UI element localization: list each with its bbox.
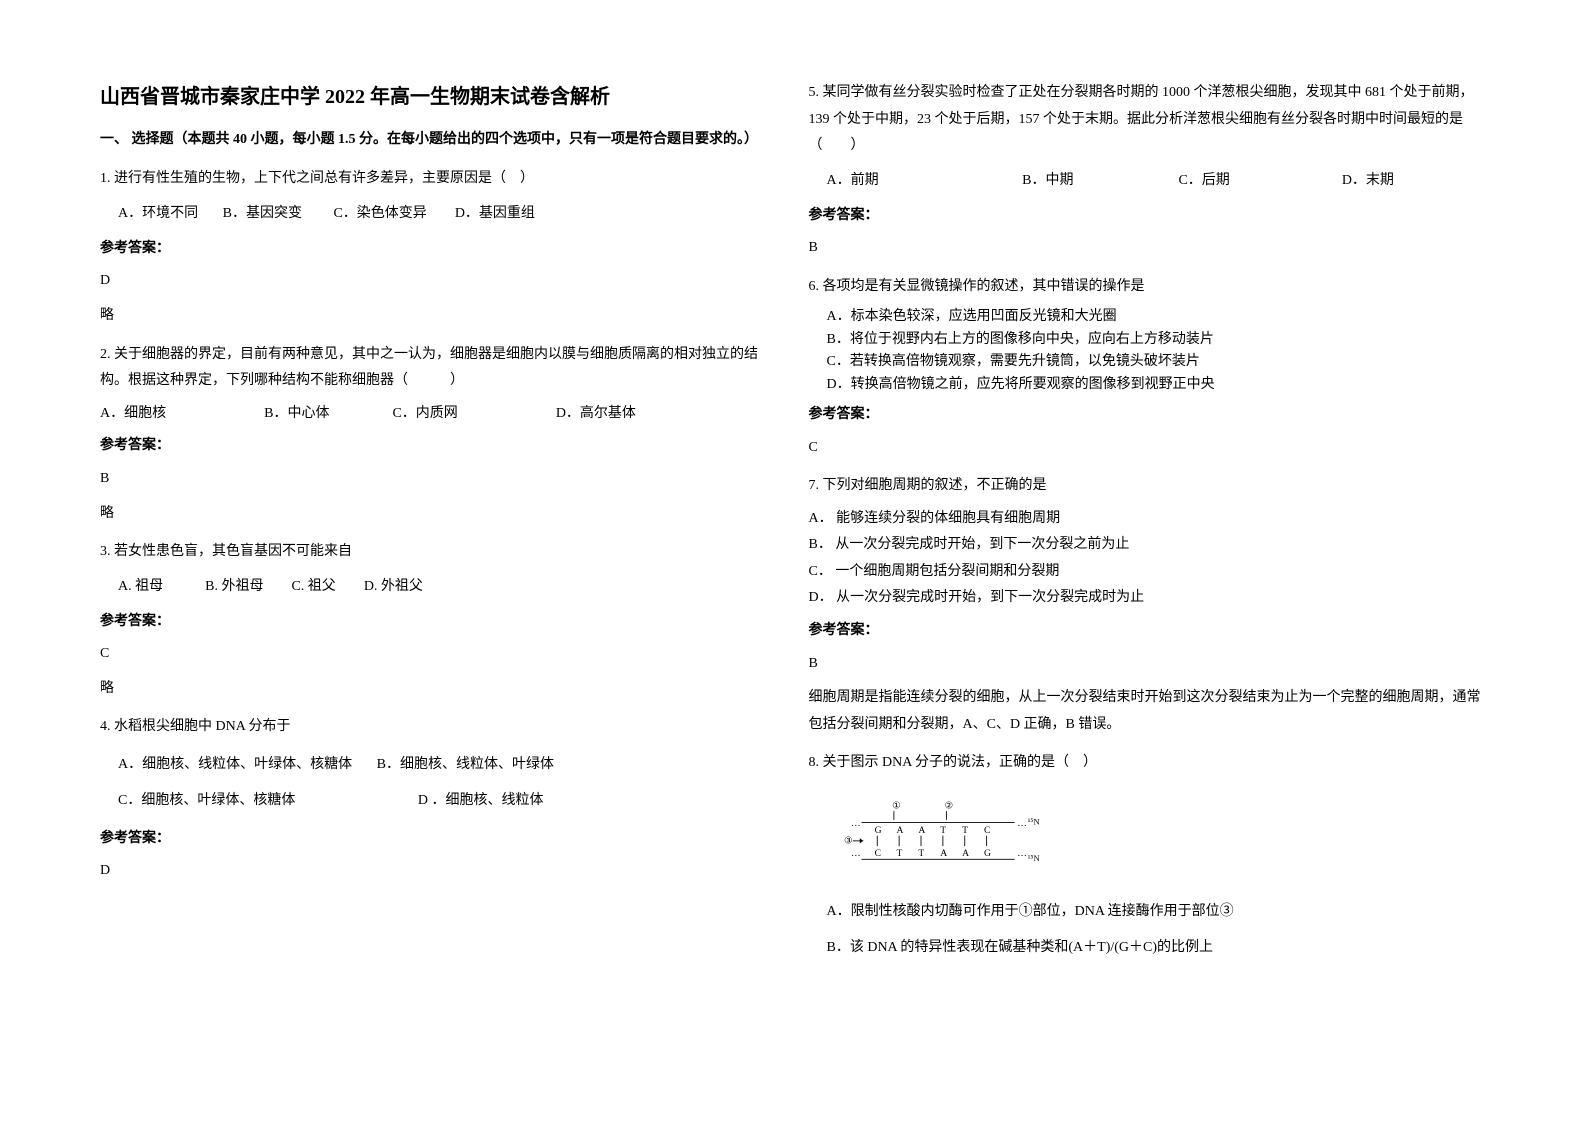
q4-options: A．细胞核、线粒体、叶绿体、核糖体 B．细胞核、线粒体、叶绿体 C．细胞核、叶绿… bbox=[118, 747, 779, 820]
question-5: 5. 某同学做有丝分裂实验时检查了正处在分裂期各时期的 1000 个洋葱根尖细胞… bbox=[809, 80, 1488, 262]
dna-top-base: G bbox=[874, 825, 881, 836]
dna-bot-base: G bbox=[984, 848, 991, 859]
q2-options: A．细胞核 B．中心体 C．内质网 D．高尔基体 bbox=[100, 401, 779, 428]
q1-opt-c: C．染色体变异 bbox=[333, 206, 426, 221]
q3-opt-a: A. 祖母 bbox=[118, 579, 163, 594]
q4-opt-d: D ．细胞核、线粒体 bbox=[418, 793, 544, 808]
q3-answer-label: 参考答案： bbox=[100, 609, 779, 636]
q3-text: 3. 若女性患色盲，其色盲基因不可能来自 bbox=[100, 539, 779, 566]
dna-diagram: ① ② … … ¹⁵N G A A T T C bbox=[829, 798, 1069, 868]
q5-opt-c: C．后期 bbox=[1178, 173, 1229, 188]
q2-opt-a: A．细胞核 bbox=[100, 406, 166, 421]
q6-answer-label: 参考答案： bbox=[809, 402, 1488, 429]
q8-opt-b: B．该 DNA 的特异性表现在碱基种类和(A＋T)/(G＋C)的比例上 bbox=[827, 930, 1488, 966]
question-8: 8. 关于图示 DNA 分子的说法，正确的是（ ） ① ② … … ¹⁵N G … bbox=[809, 750, 1488, 966]
q6-answer: C bbox=[809, 435, 1488, 462]
q1-options: A．环境不同 B．基因突变 C．染色体变异 D．基因重组 bbox=[118, 199, 779, 230]
dna-ellipsis-tr: … bbox=[1017, 818, 1027, 829]
dna-n15-top: ¹⁵N bbox=[1027, 816, 1040, 826]
q3-note: 略 bbox=[100, 676, 779, 703]
dna-label-3: ③ bbox=[844, 836, 853, 847]
q3-opt-c: C. 祖父 bbox=[291, 579, 335, 594]
q3-opt-b: B. 外祖母 bbox=[205, 579, 263, 594]
q3-answer: C bbox=[100, 641, 779, 668]
q5-opt-d: D．末期 bbox=[1342, 173, 1394, 188]
q1-opt-d: D．基因重组 bbox=[455, 206, 535, 221]
q7-answer-label: 参考答案： bbox=[809, 618, 1488, 645]
q2-answer: B bbox=[100, 466, 779, 493]
question-6: 6. 各项均是有关显微镜操作的叙述，其中错误的操作是 A．标本染色较深，应选用凹… bbox=[809, 274, 1488, 461]
q4-opt-c: C．细胞核、叶绿体、核糖体 bbox=[118, 793, 295, 808]
dna-top-base: T bbox=[962, 825, 968, 836]
q1-note: 略 bbox=[100, 303, 779, 330]
q7-text: 7. 下列对细胞周期的叙述，不正确的是 bbox=[809, 473, 1488, 500]
question-3: 3. 若女性患色盲，其色盲基因不可能来自 A. 祖母 B. 外祖母 C. 祖父 … bbox=[100, 539, 779, 702]
q6-options: A．标本染色较深，应选用凹面反光镜和大光圈 B．将位于视野内右上方的图像移向中央… bbox=[827, 306, 1488, 396]
dna-ellipsis-bl: … bbox=[851, 848, 861, 859]
q8-text: 8. 关于图示 DNA 分子的说法，正确的是（ ） bbox=[809, 750, 1488, 777]
q4-opt-a: A．细胞核、线粒体、叶绿体、核糖体 bbox=[118, 757, 352, 772]
right-column: 5. 某同学做有丝分裂实验时检查了正处在分裂期各时期的 1000 个洋葱根尖细胞… bbox=[809, 80, 1488, 978]
q5-opt-b: B．中期 bbox=[1022, 173, 1073, 188]
document-title: 山西省晋城市秦家庄中学 2022 年高一生物期末试卷含解析 bbox=[100, 80, 779, 109]
q7-opt-a: A． 能够连续分裂的体细胞具有细胞周期 bbox=[809, 506, 1488, 533]
question-2: 2. 关于细胞器的界定，目前有两种意见，其中之一认为，细胞器是细胞内以膜与细胞质… bbox=[100, 342, 779, 528]
q7-opt-b: B． 从一次分裂完成时开始，到下一次分裂之前为止 bbox=[809, 532, 1488, 559]
section-1-header: 一、 选择题（本题共 40 小题，每小题 1.5 分。在每小题给出的四个选项中，… bbox=[100, 129, 779, 151]
dna-top-base: A bbox=[918, 825, 925, 836]
dna-ellipsis-br: … bbox=[1017, 848, 1027, 859]
dna-label-2: ② bbox=[944, 801, 953, 812]
q3-options: A. 祖母 B. 外祖母 C. 祖父 D. 外祖父 bbox=[118, 572, 779, 603]
dna-bot-base: A bbox=[940, 848, 947, 859]
q6-text: 6. 各项均是有关显微镜操作的叙述，其中错误的操作是 bbox=[809, 274, 1488, 301]
q2-opt-c: C．内质网 bbox=[392, 406, 457, 421]
q4-answer-label: 参考答案： bbox=[100, 826, 779, 853]
q5-answer: B bbox=[809, 235, 1488, 262]
dna-bot-base: C bbox=[874, 848, 880, 859]
q7-explanation: 细胞周期是指能连续分裂的细胞，从上一次分裂结束时开始到这次分裂结束为止为一个完整… bbox=[809, 685, 1488, 738]
dna-bot-base: T bbox=[896, 848, 902, 859]
q2-answer-label: 参考答案： bbox=[100, 433, 779, 460]
q2-note: 略 bbox=[100, 501, 779, 528]
q1-answer-label: 参考答案： bbox=[100, 236, 779, 263]
q1-opt-b: B．基因突变 bbox=[223, 206, 302, 221]
q3-opt-d: D. 外祖父 bbox=[364, 579, 423, 594]
q8-opt-a: A．限制性核酸内切酶可作用于①部位，DNA 连接酶作用于部位③ bbox=[827, 894, 1488, 930]
dna-n15-bot: ¹⁵N bbox=[1027, 853, 1040, 863]
q2-opt-b: B．中心体 bbox=[264, 406, 329, 421]
q5-options: A．前期 B．中期 C．后期 D．末期 bbox=[827, 166, 1488, 197]
dna-bot-base: A bbox=[962, 848, 969, 859]
q6-opt-a: A．标本染色较深，应选用凹面反光镜和大光圈 bbox=[827, 306, 1488, 328]
dna-top-base: A bbox=[896, 825, 903, 836]
dna-ellipsis-tl: … bbox=[851, 818, 861, 829]
q1-text: 1. 进行有性生殖的生物，上下代之间总有许多差异，主要原因是（ ） bbox=[100, 166, 779, 193]
q6-opt-b: B．将位于视野内右上方的图像移向中央，应向右上方移动装片 bbox=[827, 329, 1488, 351]
q5-opt-a: A．前期 bbox=[827, 173, 879, 188]
dna-top-base: T bbox=[940, 825, 946, 836]
left-column: 山西省晋城市秦家庄中学 2022 年高一生物期末试卷含解析 一、 选择题（本题共… bbox=[100, 80, 779, 978]
q8-options: A．限制性核酸内切酶可作用于①部位，DNA 连接酶作用于部位③ B．该 DNA … bbox=[827, 894, 1488, 967]
q7-answer: B bbox=[809, 651, 1488, 678]
q2-text: 2. 关于细胞器的界定，目前有两种意见，其中之一认为，细胞器是细胞内以膜与细胞质… bbox=[100, 342, 779, 395]
q7-options: A． 能够连续分裂的体细胞具有细胞周期 B． 从一次分裂完成时开始，到下一次分裂… bbox=[809, 506, 1488, 612]
q7-opt-d: D． 从一次分裂完成时开始，到下一次分裂完成时为止 bbox=[809, 585, 1488, 612]
q7-opt-c: C． 一个细胞周期包括分裂间期和分裂期 bbox=[809, 559, 1488, 586]
question-1: 1. 进行有性生殖的生物，上下代之间总有许多差异，主要原因是（ ） A．环境不同… bbox=[100, 166, 779, 329]
q4-answer: D bbox=[100, 858, 779, 885]
q1-opt-a: A．环境不同 bbox=[118, 206, 198, 221]
q4-text: 4. 水稻根尖细胞中 DNA 分布于 bbox=[100, 714, 779, 741]
q4-opt-b: B．细胞核、线粒体、叶绿体 bbox=[377, 757, 554, 772]
question-4: 4. 水稻根尖细胞中 DNA 分布于 A．细胞核、线粒体、叶绿体、核糖体 B．细… bbox=[100, 714, 779, 885]
dna-bot-base: T bbox=[918, 848, 924, 859]
dna-label-1: ① bbox=[892, 801, 901, 812]
q1-answer: D bbox=[100, 268, 779, 295]
q5-answer-label: 参考答案： bbox=[809, 203, 1488, 230]
q5-text: 5. 某同学做有丝分裂实验时检查了正处在分裂期各时期的 1000 个洋葱根尖细胞… bbox=[809, 80, 1488, 160]
question-7: 7. 下列对细胞周期的叙述，不正确的是 A． 能够连续分裂的体细胞具有细胞周期 … bbox=[809, 473, 1488, 738]
q6-opt-c: C．若转换高倍物镜观察，需要先升镜筒，以免镜头破坏装片 bbox=[827, 351, 1488, 373]
dna-top-base: C bbox=[984, 825, 990, 836]
q2-opt-d: D．高尔基体 bbox=[556, 406, 636, 421]
q6-opt-d: D．转换高倍物镜之前，应先将所要观察的图像移到视野正中央 bbox=[827, 374, 1488, 396]
